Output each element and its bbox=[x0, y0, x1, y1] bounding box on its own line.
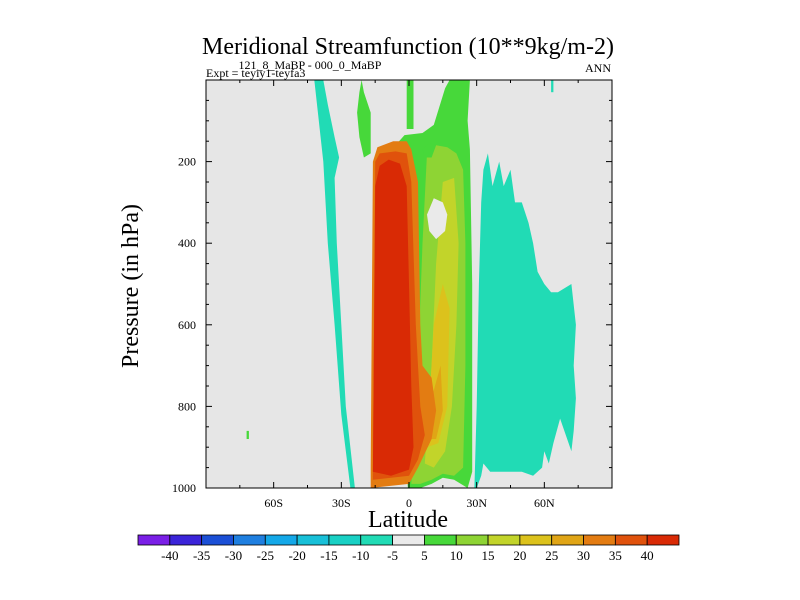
contour-region-5 bbox=[357, 80, 371, 158]
contour-region-15 bbox=[551, 80, 554, 93]
colorbar-swatch bbox=[392, 534, 425, 546]
colorbar-swatch bbox=[201, 534, 234, 546]
colorbar-level-label: -20 bbox=[288, 548, 305, 563]
colorbar-level-label: 40 bbox=[641, 548, 654, 563]
y-tick-label: 400 bbox=[178, 236, 196, 250]
x-tick-label: 30S bbox=[332, 496, 351, 510]
contour-regions bbox=[246, 80, 576, 488]
colorbar-level-label: 25 bbox=[545, 548, 558, 563]
colorbar-swatch bbox=[455, 534, 489, 546]
colorbar-level-label: 30 bbox=[577, 548, 590, 563]
colorbar-level-label: -15 bbox=[320, 548, 337, 563]
colorbar-level-label: -30 bbox=[225, 548, 242, 563]
contour-region-14 bbox=[474, 153, 576, 488]
contour-region-6 bbox=[406, 80, 414, 129]
colorbar-level-label: -10 bbox=[352, 548, 369, 563]
colorbar-swatch bbox=[487, 534, 521, 546]
contour-region-10 bbox=[372, 159, 414, 476]
y-tick-label: 200 bbox=[178, 155, 196, 169]
x-axis-ticks: 60S 30S 0 30N 60N bbox=[239, 80, 579, 510]
chart-subtitle-center: 121_8_MaBP - 000_0_MaBP bbox=[239, 58, 382, 72]
colorbar-swatch bbox=[583, 534, 616, 546]
colorbar-swatch bbox=[328, 534, 362, 546]
chart-subtitle-left: Expt = teyiy1-teyfa3 bbox=[206, 66, 305, 80]
colorbar-level-label: -5 bbox=[387, 548, 398, 563]
colorbar-swatch bbox=[551, 534, 584, 546]
y-tick-label: 800 bbox=[178, 399, 196, 413]
colorbar-level-label: 20 bbox=[513, 548, 526, 563]
colorbar-swatch bbox=[614, 534, 648, 546]
contour-region-13 bbox=[314, 80, 355, 488]
colorbar-swatch bbox=[360, 534, 393, 546]
colorbar-swatch bbox=[264, 534, 298, 546]
colorbar-swatch bbox=[646, 534, 680, 546]
colorbar-level-label: 35 bbox=[609, 548, 622, 563]
colorbar-swatch bbox=[519, 534, 553, 546]
y-tick-label: 600 bbox=[178, 318, 196, 332]
chart-title: Meridional Streamfunction (10**9kg/m-2) bbox=[202, 34, 614, 60]
colorbar-swatch bbox=[233, 534, 266, 546]
x-tick-label: 60N bbox=[534, 496, 555, 510]
colorbar-level-label: 5 bbox=[421, 548, 428, 563]
y-axis-ticks: 200 400 600 800 1000 bbox=[172, 99, 612, 495]
colorbar-level-label: 10 bbox=[450, 548, 463, 563]
colorbar-level-label: -25 bbox=[257, 548, 274, 563]
colorbar-swatch bbox=[424, 534, 457, 546]
y-axis-label: Pressure (in hPa) bbox=[118, 204, 144, 368]
x-tick-label: 60S bbox=[264, 496, 283, 510]
colorbar-swatch bbox=[169, 534, 203, 546]
colorbar-level-label: 15 bbox=[482, 548, 495, 563]
contour-region-7 bbox=[246, 430, 249, 439]
contour-region-11 bbox=[427, 198, 448, 240]
x-axis-label: Latitude bbox=[368, 507, 448, 533]
y-tick-label: 1000 bbox=[172, 481, 196, 495]
colorbar: -40 -35 -30 -25 -20 -15 -10 -5 5 10 15 20 25 30 35 40 bbox=[137, 534, 680, 563]
x-tick-label: 0 bbox=[406, 496, 412, 510]
colorbar-swatch bbox=[137, 534, 171, 546]
contour-region-12 bbox=[422, 143, 437, 158]
chart-subtitle-right: ANN bbox=[585, 61, 611, 75]
colorbar-level-label: -35 bbox=[193, 548, 210, 563]
colorbar-level-label: -40 bbox=[161, 548, 178, 563]
colorbar-swatch bbox=[296, 534, 330, 546]
x-tick-label: 30N bbox=[466, 496, 487, 510]
